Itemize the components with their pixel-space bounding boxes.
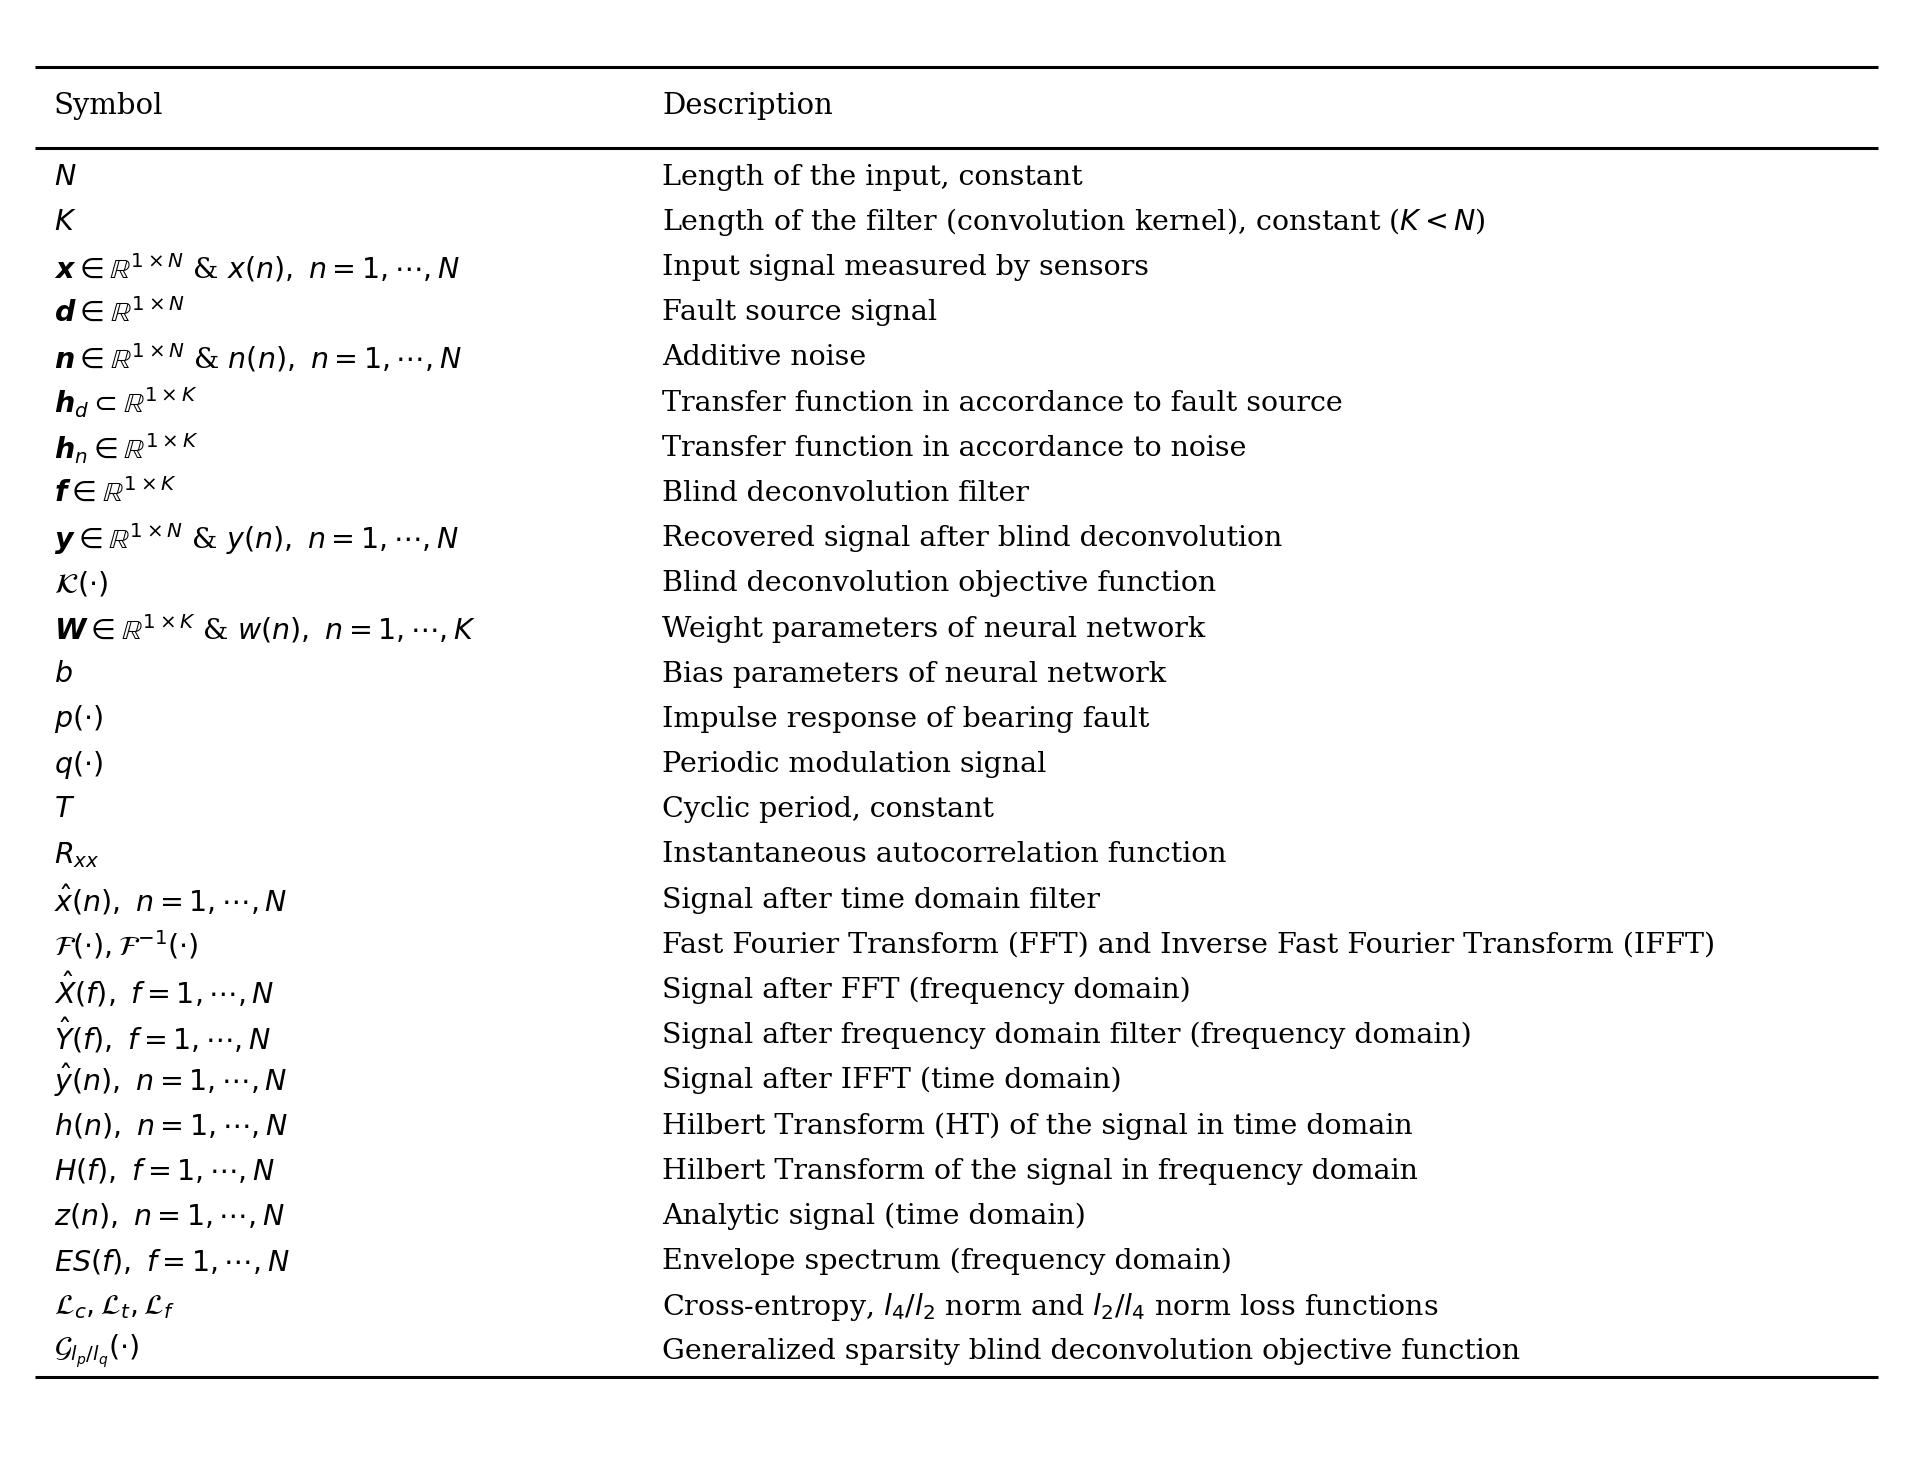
Text: Signal after time domain filter: Signal after time domain filter (662, 886, 1100, 914)
Text: Periodic modulation signal: Periodic modulation signal (662, 751, 1046, 778)
Text: $z(n),\ n = 1, \cdots, N$: $z(n),\ n = 1, \cdots, N$ (54, 1202, 284, 1231)
Text: $N$: $N$ (54, 164, 77, 191)
Text: Analytic signal (time domain): Analytic signal (time domain) (662, 1202, 1087, 1231)
Text: $\boldsymbol{h}_d \subset \mathbb{R}^{1 \times K}$: $\boldsymbol{h}_d \subset \mathbb{R}^{1 … (54, 386, 198, 420)
Text: $\hat{Y}(f),\ f = 1, \cdots, N$: $\hat{Y}(f),\ f = 1, \cdots, N$ (54, 1016, 271, 1055)
Text: $\hat{y}(n),\ n = 1, \cdots, N$: $\hat{y}(n),\ n = 1, \cdots, N$ (54, 1062, 286, 1099)
Text: Bias parameters of neural network: Bias parameters of neural network (662, 661, 1167, 688)
Text: $\boldsymbol{d} \in \mathbb{R}^{1 \times N}$: $\boldsymbol{d} \in \mathbb{R}^{1 \times… (54, 299, 184, 327)
Text: $\hat{X}(f),\ f = 1, \cdots, N$: $\hat{X}(f),\ f = 1, \cdots, N$ (54, 970, 275, 1010)
Text: Additive noise: Additive noise (662, 345, 866, 371)
Text: Transfer function in accordance to noise: Transfer function in accordance to noise (662, 435, 1246, 461)
Text: $\boldsymbol{h}_n \in \mathbb{R}^{1 \times K}$: $\boldsymbol{h}_n \in \mathbb{R}^{1 \tim… (54, 430, 198, 466)
Text: $p(\cdot)$: $p(\cdot)$ (54, 704, 104, 735)
Text: Signal after IFFT (time domain): Signal after IFFT (time domain) (662, 1068, 1121, 1094)
Text: $H(f),\ f = 1, \cdots, N$: $H(f),\ f = 1, \cdots, N$ (54, 1157, 275, 1186)
Text: Transfer function in accordance to fault source: Transfer function in accordance to fault… (662, 389, 1344, 417)
Text: $ES(f),\ f = 1, \cdots, N$: $ES(f),\ f = 1, \cdots, N$ (54, 1247, 290, 1276)
Text: Symbol: Symbol (54, 92, 163, 120)
Text: Signal after frequency domain filter (frequency domain): Signal after frequency domain filter (fr… (662, 1022, 1473, 1049)
Text: Signal after FFT (frequency domain): Signal after FFT (frequency domain) (662, 976, 1190, 1004)
Text: $q(\cdot)$: $q(\cdot)$ (54, 748, 104, 781)
Text: $K$: $K$ (54, 209, 77, 237)
Text: Length of the input, constant: Length of the input, constant (662, 164, 1083, 191)
Text: Length of the filter (convolution kernel), constant ($K < N$): Length of the filter (convolution kernel… (662, 207, 1486, 238)
Text: $h(n),\ n = 1, \cdots, N$: $h(n),\ n = 1, \cdots, N$ (54, 1112, 288, 1140)
Text: $\mathcal{F}(\cdot), \mathcal{F}^{-1}(\cdot)$: $\mathcal{F}(\cdot), \mathcal{F}^{-1}(\c… (54, 929, 198, 961)
Text: Weight parameters of neural network: Weight parameters of neural network (662, 615, 1206, 642)
Text: Blind deconvolution filter: Blind deconvolution filter (662, 481, 1029, 507)
Text: $\hat{x}(n),\ n = 1, \cdots, N$: $\hat{x}(n),\ n = 1, \cdots, N$ (54, 883, 286, 917)
Text: Recovered signal after blind deconvolution: Recovered signal after blind deconvoluti… (662, 525, 1283, 552)
Text: Instantaneous autocorrelation function: Instantaneous autocorrelation function (662, 842, 1227, 868)
Text: Fast Fourier Transform (FFT) and Inverse Fast Fourier Transform (IFFT): Fast Fourier Transform (FFT) and Inverse… (662, 932, 1716, 958)
Text: Fault source signal: Fault source signal (662, 299, 937, 327)
Text: $\boldsymbol{W} \in \mathbb{R}^{1 \times K}$ & $w(n),\ n = 1, \cdots, K$: $\boldsymbol{W} \in \mathbb{R}^{1 \times… (54, 612, 476, 645)
Text: Generalized sparsity blind deconvolution objective function: Generalized sparsity blind deconvolution… (662, 1338, 1521, 1365)
Text: Hilbert Transform of the signal in frequency domain: Hilbert Transform of the signal in frequ… (662, 1158, 1419, 1185)
Text: Impulse response of bearing fault: Impulse response of bearing fault (662, 705, 1150, 734)
Text: $\boldsymbol{x} \in \mathbb{R}^{1 \times N}$ & $x(n),\ n = 1, \cdots, N$: $\boldsymbol{x} \in \mathbb{R}^{1 \times… (54, 251, 459, 284)
Text: $\mathcal{K}(\cdot)$: $\mathcal{K}(\cdot)$ (54, 569, 108, 599)
Text: $\boldsymbol{y} \in \mathbb{R}^{1 \times N}$ & $y(n),\ n = 1, \cdots, N$: $\boldsymbol{y} \in \mathbb{R}^{1 \times… (54, 521, 459, 556)
Text: $\mathcal{G}_{l_p/l_q}(\cdot)$: $\mathcal{G}_{l_p/l_q}(\cdot)$ (54, 1333, 138, 1371)
Text: Input signal measured by sensors: Input signal measured by sensors (662, 254, 1150, 281)
Text: $\boldsymbol{n} \in \mathbb{R}^{1 \times N}$ & $n(n),\ n = 1, \cdots, N$: $\boldsymbol{n} \in \mathbb{R}^{1 \times… (54, 342, 461, 374)
Text: Envelope spectrum (frequency domain): Envelope spectrum (frequency domain) (662, 1248, 1233, 1275)
Text: Hilbert Transform (HT) of the signal in time domain: Hilbert Transform (HT) of the signal in … (662, 1112, 1413, 1140)
Text: $T$: $T$ (54, 796, 75, 824)
Text: $R_{xx}$: $R_{xx}$ (54, 840, 100, 870)
Text: Description: Description (662, 92, 833, 120)
Text: $\boldsymbol{f} \in \mathbb{R}^{1 \times K}$: $\boldsymbol{f} \in \mathbb{R}^{1 \times… (54, 479, 177, 509)
Text: Cross-entropy, $l_4/l_2$ norm and $l_2/l_4$ norm loss functions: Cross-entropy, $l_4/l_2$ norm and $l_2/l… (662, 1291, 1438, 1322)
Text: $\mathcal{L}_c, \mathcal{L}_t, \mathcal{L}_f$: $\mathcal{L}_c, \mathcal{L}_t, \mathcal{… (54, 1293, 175, 1321)
Text: $b$: $b$ (54, 661, 73, 688)
Text: Cyclic period, constant: Cyclic period, constant (662, 796, 995, 824)
Text: Blind deconvolution objective function: Blind deconvolution objective function (662, 571, 1217, 598)
